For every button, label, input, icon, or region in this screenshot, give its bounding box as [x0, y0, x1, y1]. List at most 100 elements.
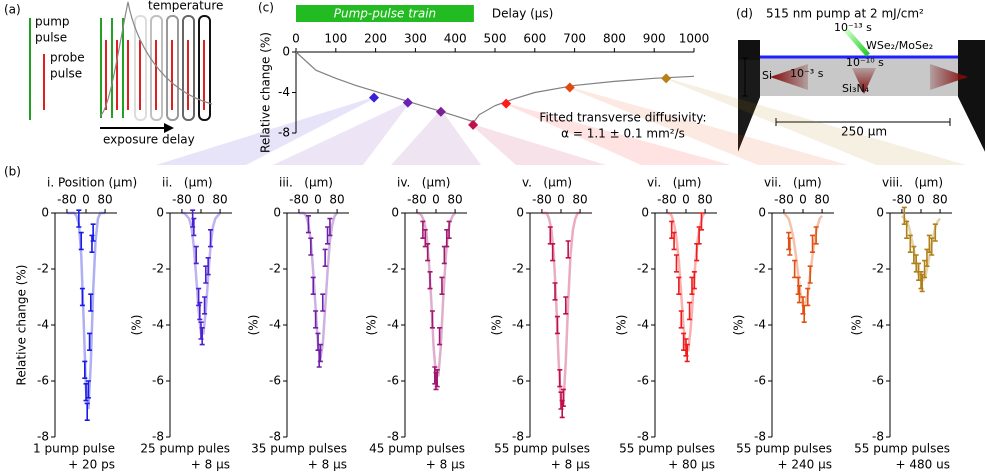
error-bar [678, 310, 684, 329]
y-tick-label: -4 [637, 318, 649, 332]
fit-line [900, 214, 942, 282]
caption: 55 pump pulses [619, 442, 715, 456]
y-axis-label: (%) [615, 315, 629, 336]
pump-title: 515 nm pump at 2 mJ/cm² [766, 7, 924, 21]
x-tick-label: 800 [603, 32, 626, 46]
error-bar [805, 287, 811, 307]
caption: 45 pump pulses [369, 442, 465, 456]
error-bar [550, 243, 556, 262]
error-bar [676, 276, 682, 295]
x-tick-label: 200 [364, 32, 387, 46]
y-tick-label: -8 [278, 126, 290, 140]
membrane-label: Si₃N₄ [842, 82, 870, 95]
fan [471, 124, 606, 165]
temperature-curve [99, 1, 213, 117]
panel-label: (d) [736, 7, 753, 21]
error-bar [317, 343, 323, 363]
fan [567, 87, 848, 165]
error-bar [807, 265, 813, 284]
error-bar [904, 220, 910, 239]
panel-label: (a) [4, 3, 21, 17]
plots: 0 100 200 300 400 500 600 700 800 900 10000-4-8Pum… [15, 5, 952, 472]
y-tick-label: -2 [37, 262, 49, 276]
error-bar [305, 215, 311, 234]
x-tick-label: 80 [814, 193, 829, 207]
x-tick-label: 0 [799, 193, 807, 207]
x-tick-label: 600 [523, 32, 546, 46]
caption: + 480 us [896, 458, 950, 472]
error-bar [691, 271, 697, 290]
y-axis-label: Relative change (%) [15, 265, 29, 386]
x-tick-label: 0 [432, 193, 440, 207]
error-bar [437, 327, 443, 346]
pump-label: pulse [35, 31, 67, 45]
error-bar [313, 310, 319, 329]
error-bar [929, 237, 935, 256]
y-tick-label: -8 [512, 430, 524, 444]
y-tick-label: 0 [516, 206, 524, 220]
caption: 55 pump pulses [494, 442, 590, 456]
fan [664, 78, 966, 165]
fan [391, 111, 481, 165]
y-axis-label: (%) [490, 315, 504, 336]
y-tick-label: -6 [512, 374, 524, 388]
x-tick-label: -80 [57, 193, 77, 207]
y-tick-label: -6 [872, 374, 884, 388]
y-tick-label: -6 [387, 374, 399, 388]
fit-line [295, 51, 695, 123]
x-tick-label: 700 [563, 32, 586, 46]
annotation: Fitted transverse diffusivity: [539, 111, 706, 125]
y-tick-label: -6 [754, 374, 766, 388]
y-tick-label: -8 [37, 430, 49, 444]
x-tick-label: 0 [82, 193, 90, 207]
error-bar [191, 217, 197, 237]
y-tick-label: -4 [512, 318, 524, 332]
error-bar [554, 315, 560, 335]
y-tick-label: 0 [41, 206, 49, 220]
y-tick-label: -2 [269, 262, 281, 276]
error-bar [673, 254, 679, 273]
error-bar [88, 293, 94, 312]
error-bar [199, 327, 205, 346]
error-bar [320, 293, 326, 312]
x-tick-label: 0 [292, 32, 300, 46]
point [369, 92, 380, 103]
caption: + 8 µs [551, 458, 590, 472]
probe-label: pulse [50, 67, 82, 81]
x-tick-label: -80 [172, 193, 192, 207]
x-tick-label: 1000 [679, 32, 710, 46]
y-tick-label: 0 [282, 45, 290, 59]
y-tick-label: 0 [391, 206, 399, 220]
exposure-label: exposure delay [103, 133, 195, 147]
x-tick-label: -80 [774, 193, 794, 207]
fit-line [541, 211, 581, 405]
y-tick-label: -2 [152, 262, 164, 276]
error-bar [82, 360, 88, 379]
error-bar [446, 220, 452, 239]
error-bar [87, 332, 93, 351]
fan [504, 103, 731, 165]
width-label: 250 µm [841, 125, 887, 139]
error-bar [76, 209, 82, 228]
x-tick-label: 100 [324, 32, 347, 46]
caption: + 20 ps [68, 458, 115, 472]
y-tick-label: -6 [152, 374, 164, 388]
y-tick-label: -4 [754, 318, 766, 332]
panel-title: viii. (µm) [882, 176, 943, 190]
y-tick-label: -4 [37, 318, 49, 332]
panel-title: vi. (µm) [647, 176, 701, 190]
y-tick-label: -8 [269, 430, 281, 444]
point [564, 82, 575, 93]
layer-label: WSe₂/MoSe₂ [866, 39, 933, 52]
error-bar [427, 271, 433, 290]
fan [156, 97, 377, 165]
y-tick-label: -4 [152, 318, 164, 332]
si-label: Si [762, 69, 772, 82]
panel-title: ii. (µm) [162, 176, 213, 190]
x-tick-label: 500 [484, 32, 507, 46]
error-bar [552, 282, 558, 301]
y-tick-label: 0 [273, 206, 281, 220]
error-bar [787, 237, 793, 256]
x-tick-label: -80 [289, 193, 309, 207]
